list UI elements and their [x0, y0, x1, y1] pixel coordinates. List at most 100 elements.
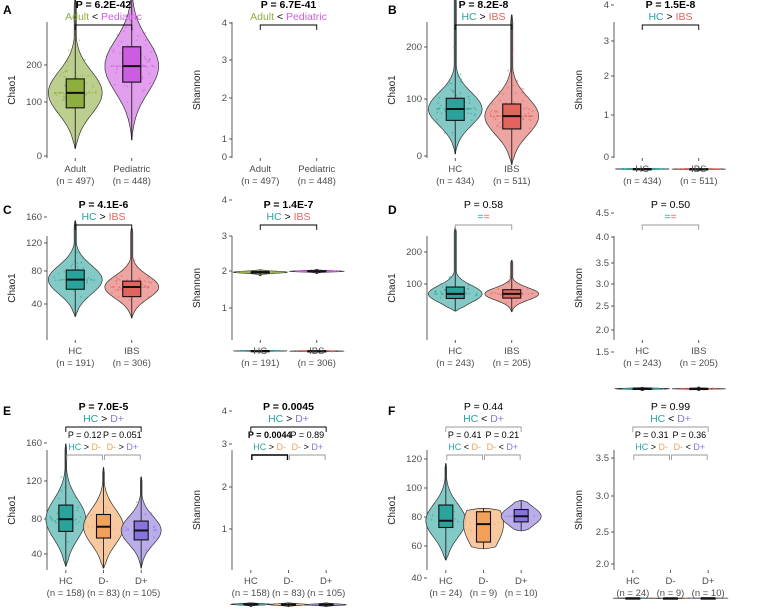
data-point [629, 168, 632, 170]
data-point [148, 58, 151, 61]
data-point [135, 39, 138, 42]
data-point [58, 279, 61, 282]
data-point [85, 94, 87, 96]
data-point [148, 60, 151, 63]
pairwise-comparison: HC > D- [68, 442, 101, 452]
pairwise-p-value: P = 0.41 [448, 430, 482, 440]
comparison: == [477, 211, 489, 223]
data-point [522, 115, 525, 117]
data-point [627, 388, 630, 390]
comparison-part: > [282, 211, 294, 223]
y-tick-label: 2.0 [596, 559, 609, 570]
data-point [682, 597, 684, 600]
data-point [526, 288, 529, 291]
data-point [153, 529, 156, 531]
data-point [71, 263, 74, 266]
x-tick-label: Adult [249, 164, 271, 175]
panel-letter: B [388, 3, 397, 17]
data-point [144, 32, 147, 34]
data-point [333, 603, 336, 606]
data-point [277, 603, 280, 606]
pairwise-bracket [446, 454, 483, 460]
y-tick-label: 2.5 [596, 301, 609, 312]
data-point [626, 168, 629, 170]
data-point [309, 603, 312, 606]
y-axis-label: Chao1 [387, 273, 398, 303]
pairwise-comparison: HC > D- [253, 442, 286, 452]
data-point [150, 50, 153, 53]
x-tick-n: (n = 205) [680, 358, 718, 369]
x-tick-n: (n = 434) [436, 176, 474, 187]
y-tick-label: 200 [406, 247, 422, 258]
data-point [144, 39, 147, 42]
data-point [498, 90, 500, 93]
data-point [511, 69, 514, 72]
data-point [110, 65, 113, 67]
data-point [64, 76, 67, 78]
x-tick-n: (n = 511) [493, 176, 531, 187]
data-point [141, 64, 144, 67]
comparison-part: D- [107, 442, 117, 452]
data-point [141, 283, 144, 286]
comparison: HC < D+ [650, 413, 691, 425]
data-point [499, 121, 501, 124]
data-point [126, 101, 129, 103]
pairwise-p-value: P = 0.31 [635, 430, 669, 440]
data-point [115, 68, 118, 71]
data-point [685, 597, 687, 600]
panel-letter: F [388, 404, 395, 418]
y-tick-label: 2 [222, 93, 227, 104]
y-axis-label: Shannon [574, 268, 585, 308]
pairwise-bracket [251, 454, 289, 460]
data-point [489, 114, 492, 117]
comparison-part: Adult [250, 11, 274, 23]
data-point [527, 112, 530, 115]
y-tick-label: 100 [26, 97, 42, 108]
data-point [145, 58, 147, 61]
comparison-part: < [665, 413, 677, 425]
panel-letter: D [388, 203, 397, 217]
data-point [658, 168, 661, 170]
y-tick-label: 160 [26, 212, 42, 223]
p-value: P = 7.0E-5 [79, 401, 129, 413]
x-tick-n: (n = 24) [429, 588, 462, 599]
data-point [528, 127, 531, 129]
comparison: == [664, 211, 676, 223]
data-point [522, 293, 525, 295]
x-tick-n: (n = 10) [505, 588, 538, 599]
data-point [338, 603, 341, 606]
data-point [512, 84, 515, 87]
y-tick-label: 1.5 [596, 347, 609, 358]
x-tick-label: IBS [691, 346, 706, 357]
comparison: Adult < Pediatric [250, 11, 327, 23]
data-point [118, 278, 121, 281]
data-point [149, 82, 152, 85]
x-tick-n: (n = 9) [657, 588, 685, 599]
data-point [150, 282, 153, 284]
comparison-part: D- [659, 442, 669, 452]
data-point [275, 271, 277, 274]
data-point [100, 541, 103, 544]
p-value: P = 4.1E-6 [79, 199, 129, 211]
x-tick-label: IBS [691, 164, 706, 175]
data-point [117, 289, 120, 291]
data-point [489, 293, 492, 295]
comparison-part: HC [463, 413, 479, 425]
comparison-part: D- [292, 442, 302, 452]
data-point [460, 81, 463, 83]
comparison-part: > [81, 442, 91, 452]
data-point [443, 86, 446, 88]
data-point [269, 350, 272, 352]
pairwise-comparison: D- < D+ [674, 442, 706, 452]
data-point [455, 62, 458, 64]
data-point [114, 280, 117, 282]
x-tick-n: (n = 511) [680, 176, 718, 187]
data-point [497, 521, 500, 524]
data-point [445, 284, 448, 286]
data-point [82, 267, 85, 269]
pairwise-bracket [66, 454, 103, 460]
